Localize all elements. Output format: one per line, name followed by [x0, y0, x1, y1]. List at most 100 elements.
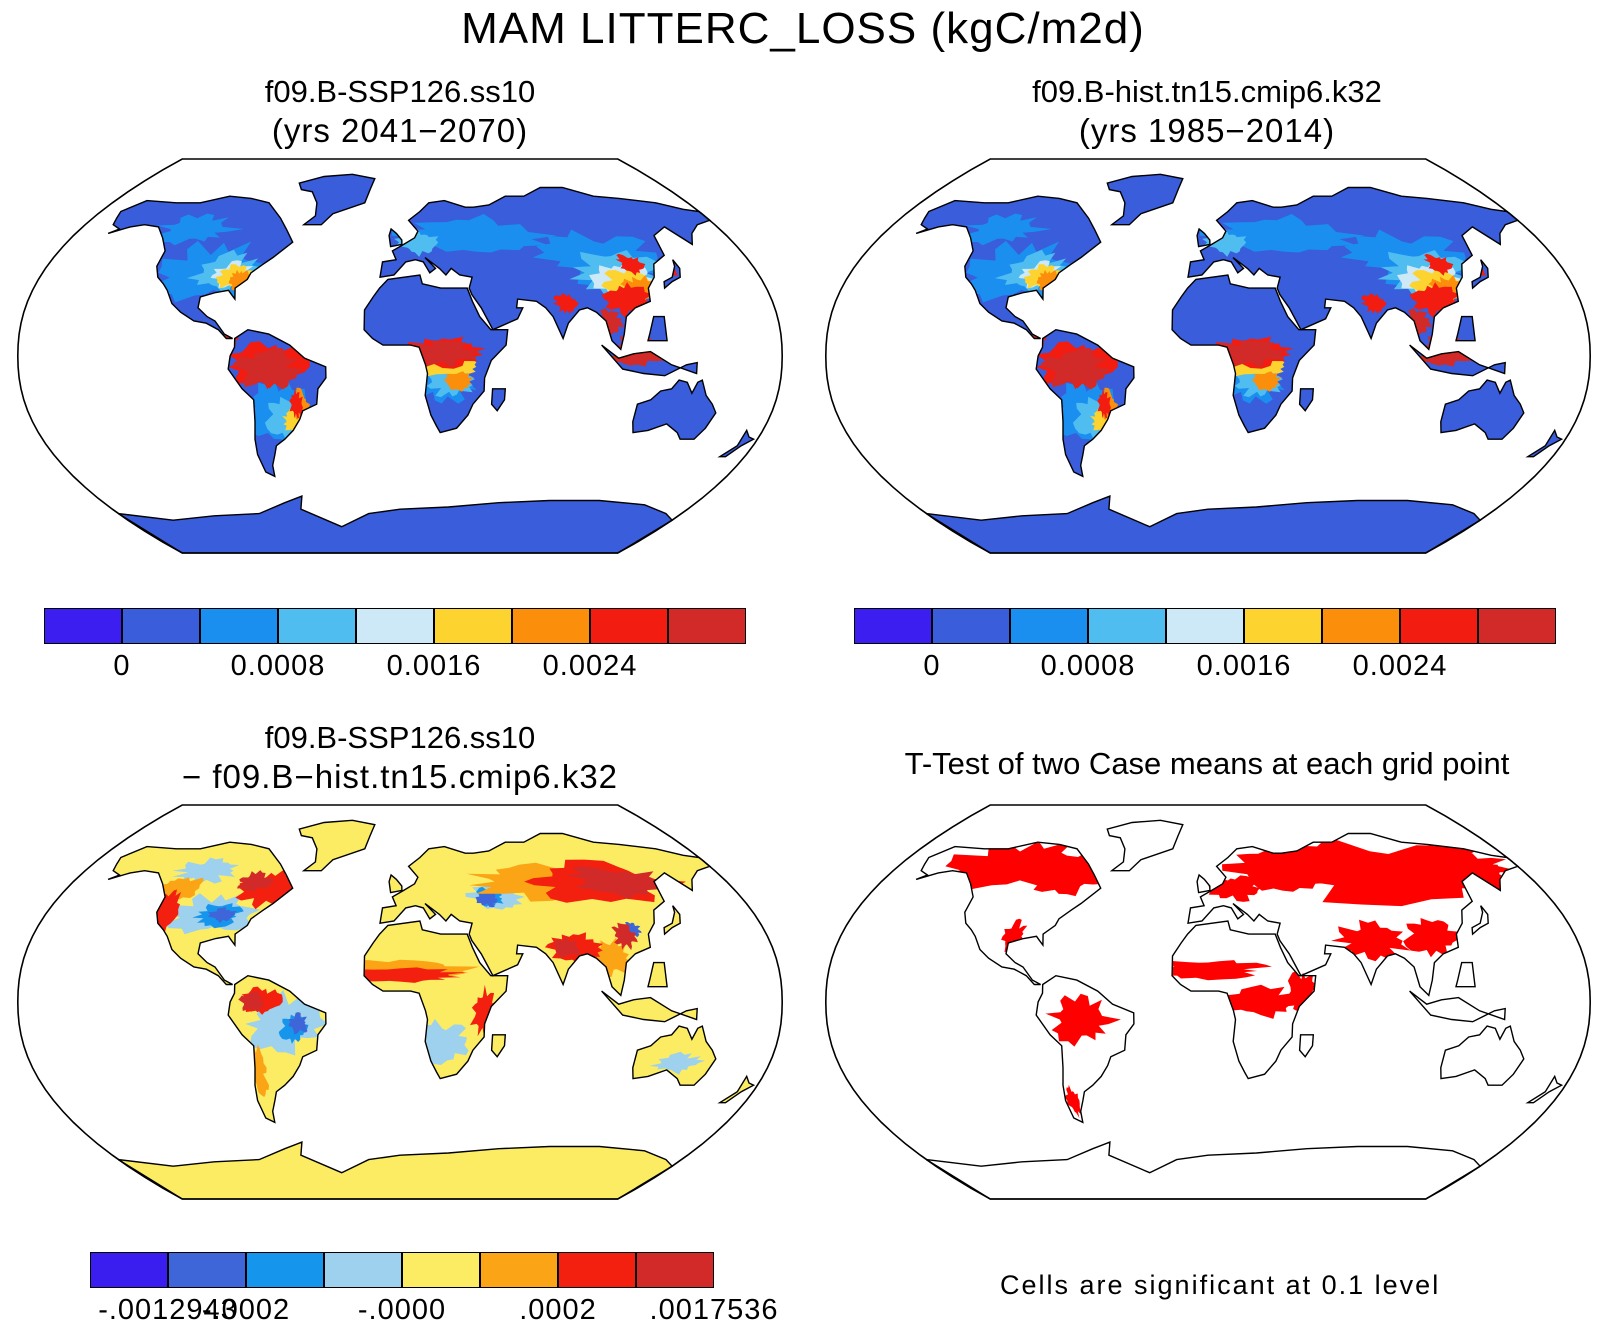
coastline-uk [1196, 873, 1211, 894]
colorbar-box [122, 608, 200, 644]
coastline-seasia [1455, 315, 1476, 342]
map-border [824, 804, 1592, 1200]
colorbar-tick-label: 0.0016 [386, 650, 482, 682]
coastline-japan [663, 905, 681, 936]
colorbar-box [932, 608, 1010, 644]
value-region [615, 253, 646, 276]
colorbar-box [200, 608, 278, 644]
coastline-indonesia [601, 344, 698, 377]
colorbar-tick-label: -.0012943 [98, 1294, 238, 1326]
colorbar-tick-label: 0.0016 [1196, 650, 1292, 682]
coastline-africa [1171, 920, 1317, 1080]
coastline-namerica [107, 841, 294, 986]
colorbar-box [1400, 608, 1478, 644]
coastline-eurasia [1187, 832, 1520, 997]
panel-title-bottom-left: f09.B-SSP126.ss10 − f09.B−hist.tn15.cmip… [0, 720, 800, 796]
coastline-samerica [1035, 974, 1135, 1124]
value-region [289, 387, 303, 419]
coastline-australia [1440, 379, 1525, 440]
coastline-samerica [1035, 328, 1135, 478]
colorbar-future: 0 0.0008 0.0016 0.0024 [44, 608, 746, 694]
coastline-uk [388, 227, 403, 248]
coastline-samerica [227, 974, 327, 1124]
coastline-nz [717, 1074, 756, 1104]
colorbar-box [668, 608, 746, 644]
coastline-africa [363, 274, 509, 434]
value-region [238, 991, 266, 1013]
map-ttest [824, 804, 1592, 1200]
map-historical [824, 158, 1592, 554]
colorbar-box [44, 608, 122, 644]
coastline-antarctica [118, 1141, 674, 1200]
colorbar-tick-label: 0.0024 [1352, 650, 1448, 682]
coastline-madagascar [490, 1034, 507, 1058]
main-title: MAM LITTERC_LOSS (kgC/m2d) [461, 4, 1145, 53]
value-region [597, 308, 624, 335]
coastline-antarctica [926, 495, 1482, 554]
colorbar-box [402, 1252, 480, 1288]
coastline-indonesia [1409, 344, 1506, 377]
coastline-madagascar [490, 388, 507, 412]
value-region [407, 340, 480, 368]
map-border [16, 804, 784, 1200]
coastline-seasia [647, 961, 668, 988]
coastline-seasia [647, 315, 668, 342]
colorbar-box [1166, 608, 1244, 644]
coastline-namerica [915, 841, 1102, 986]
panel-case-name: f09.B-hist.tn15.cmip6.k32 [1032, 74, 1382, 109]
coastline-japan [663, 259, 681, 290]
colorbar-box [512, 608, 590, 644]
value-region [1405, 308, 1432, 335]
colorbar-box [558, 1252, 636, 1288]
value-region [156, 877, 204, 903]
coastline-africa [1171, 274, 1317, 434]
colorbar-tick-label: 0 [113, 650, 131, 682]
colorbar-box [480, 1252, 558, 1288]
panel-years: (yrs 2041−2070) [271, 112, 529, 149]
value-region [172, 857, 240, 884]
value-region [1251, 371, 1282, 392]
value-region [207, 906, 237, 924]
panel-years: (yrs 1985−2014) [1078, 112, 1336, 149]
colorbar-box [854, 608, 932, 644]
value-region [1412, 850, 1516, 882]
coastline-greenland [298, 819, 376, 872]
value-region [237, 870, 274, 892]
coastline-nz [717, 428, 756, 458]
coastline-samerica [227, 328, 327, 478]
coastline-eurasia [379, 186, 712, 351]
value-region [611, 922, 638, 951]
coastline-uk [388, 873, 403, 894]
colorbar-tick-label: 0 [923, 650, 941, 682]
land-fill [916, 820, 1562, 1199]
value-region [1202, 229, 1247, 257]
value-region [1097, 387, 1111, 419]
map-border [824, 158, 1592, 554]
coastline-eurasia [1187, 186, 1520, 351]
value-region [1064, 1084, 1081, 1119]
value-region [1045, 993, 1121, 1047]
colorbar-box [278, 608, 356, 644]
panel-difference-label: − f09.B−hist.tn15.cmip6.k32 [181, 758, 619, 795]
land-fill [916, 174, 1562, 553]
value-region [1215, 340, 1288, 368]
value-region [288, 1012, 308, 1035]
coastline-namerica [107, 195, 294, 340]
value-region [1423, 253, 1454, 276]
coastline-australia [1440, 1025, 1525, 1086]
coastline-antarctica [118, 495, 674, 554]
colorbar-box [90, 1252, 168, 1288]
colorbar-box [168, 1252, 246, 1288]
significance-note: Cells are significant at 0.1 level [1000, 1270, 1441, 1300]
land-fill [108, 820, 754, 1199]
panel-title-top-right: f09.B-hist.tn15.cmip6.k32 (yrs 1985−2014… [808, 74, 1606, 150]
value-region [443, 371, 474, 392]
colorbar-box [246, 1252, 324, 1288]
value-region [1331, 919, 1411, 962]
colorbar-box [636, 1252, 714, 1288]
coastline-japan [1471, 905, 1489, 936]
coastline-australia [632, 379, 717, 440]
panel-case-name: f09.B-SSP126.ss10 [264, 74, 536, 109]
value-region [1140, 960, 1272, 981]
colorbar-tick-label: 0.0008 [230, 650, 326, 682]
